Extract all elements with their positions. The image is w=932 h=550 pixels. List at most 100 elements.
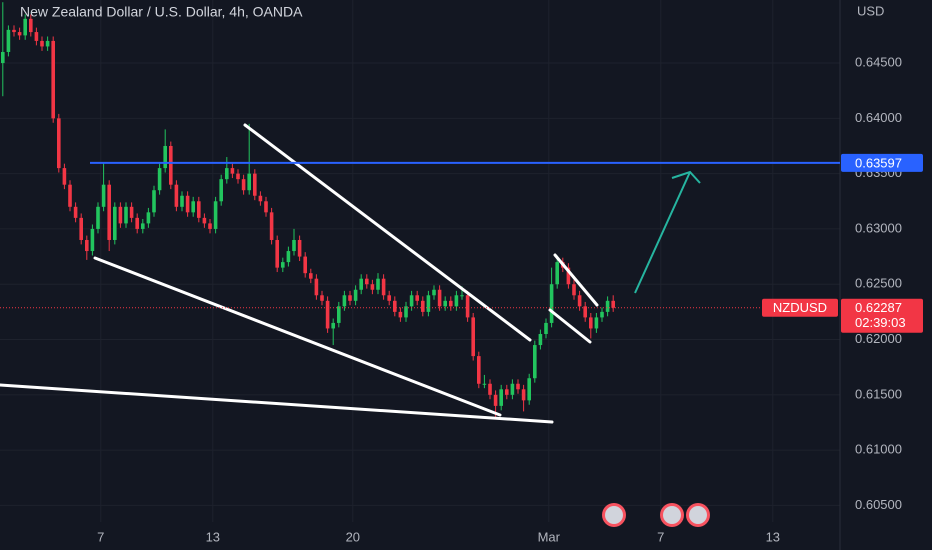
y-tick-label: 0.62000 <box>855 331 902 346</box>
arrow-head <box>671 170 701 184</box>
candle-body <box>23 18 27 36</box>
candle-body <box>297 239 302 257</box>
x-tick-label: 13 <box>766 529 780 544</box>
event-icon <box>689 506 707 524</box>
arrow-shaft <box>634 171 691 294</box>
level-label-box <box>841 153 923 172</box>
candle-body <box>96 206 100 229</box>
candle-body <box>516 383 520 390</box>
candle-body <box>1 51 5 64</box>
candle-body <box>605 300 610 312</box>
candle-body <box>566 267 571 285</box>
candle-body <box>493 394 498 406</box>
candle-body <box>331 322 335 329</box>
candle-body <box>426 295 431 312</box>
candle-body <box>465 295 470 318</box>
candle-body <box>12 29 16 33</box>
candle-body <box>40 40 44 47</box>
candle-body <box>348 295 352 301</box>
candle-body <box>600 311 604 318</box>
candle-body <box>241 179 246 191</box>
x-tick-label: 7 <box>97 529 104 544</box>
candle-body <box>443 300 447 307</box>
candle-body <box>471 317 475 357</box>
candle-body <box>62 168 67 185</box>
candle-body <box>415 295 419 301</box>
candle-body <box>449 300 453 307</box>
candle-body <box>79 217 83 240</box>
candle-body <box>174 184 179 207</box>
candle-body <box>398 311 403 318</box>
candle-body <box>129 206 134 218</box>
y-tick-label: 0.64000 <box>855 110 902 125</box>
candle-body <box>230 168 235 174</box>
candle-body <box>527 378 531 401</box>
candle-body <box>387 295 391 301</box>
flag-line <box>548 308 592 344</box>
candle-body <box>477 356 481 384</box>
candle-body <box>185 195 190 213</box>
candle-body <box>219 179 223 202</box>
candle-body <box>45 40 50 47</box>
candle-body <box>437 289 442 307</box>
symbol-label: NZDUSD <box>773 300 827 315</box>
candle-body <box>393 300 397 312</box>
candle-body <box>342 295 347 307</box>
candle-body <box>202 217 207 224</box>
symbol-box <box>762 298 838 317</box>
candle-body <box>309 273 313 279</box>
chart-title: New Zealand Dollar / U.S. Dollar, 4h, OA… <box>20 4 303 20</box>
candle-body <box>611 300 615 308</box>
candle-body <box>320 295 324 301</box>
candle-body <box>152 190 156 213</box>
candle-body <box>544 322 548 334</box>
candle-body <box>505 389 509 395</box>
candle-body <box>286 251 291 263</box>
candle-body <box>180 195 184 207</box>
candle-body <box>6 29 11 52</box>
candle-body <box>549 284 554 323</box>
candle-body <box>29 18 33 33</box>
currency: USD <box>857 3 884 18</box>
drawings <box>0 123 599 424</box>
candle-body <box>404 306 408 318</box>
y-tick-label: 0.61000 <box>855 442 902 457</box>
event-icon <box>605 506 623 524</box>
candle-body <box>499 389 503 406</box>
candle-body <box>533 345 537 379</box>
candle-body <box>409 295 414 307</box>
trend-line <box>93 256 502 417</box>
candle-body <box>555 262 559 285</box>
y-tick-label: 0.60500 <box>855 497 902 512</box>
price-box <box>841 298 923 333</box>
candle-body <box>454 295 459 307</box>
candle-body <box>17 32 22 36</box>
candle-body <box>146 212 151 224</box>
candle-body <box>247 173 251 191</box>
candle-body <box>510 383 515 395</box>
candle-body <box>460 295 464 297</box>
candles <box>1 2 615 417</box>
candle-body <box>482 383 487 385</box>
candle-body <box>169 145 173 185</box>
candle-body <box>488 383 492 395</box>
candle-body <box>314 278 319 296</box>
candle-body <box>253 173 257 196</box>
candle-body <box>269 212 274 240</box>
candle-body <box>85 239 89 252</box>
y-tick-label: 0.62500 <box>855 276 902 291</box>
x-tick-label: Mar <box>538 529 561 544</box>
candle-body <box>303 256 307 274</box>
candle-body <box>432 289 436 296</box>
flag-line <box>553 253 599 307</box>
candle-body <box>538 333 543 346</box>
trend-line <box>0 383 554 424</box>
candle-body <box>51 40 55 119</box>
candle-body <box>521 389 526 401</box>
candle-body <box>73 206 78 218</box>
candle-body <box>118 206 123 224</box>
candle-body <box>34 32 39 41</box>
candle-body <box>577 295 582 307</box>
